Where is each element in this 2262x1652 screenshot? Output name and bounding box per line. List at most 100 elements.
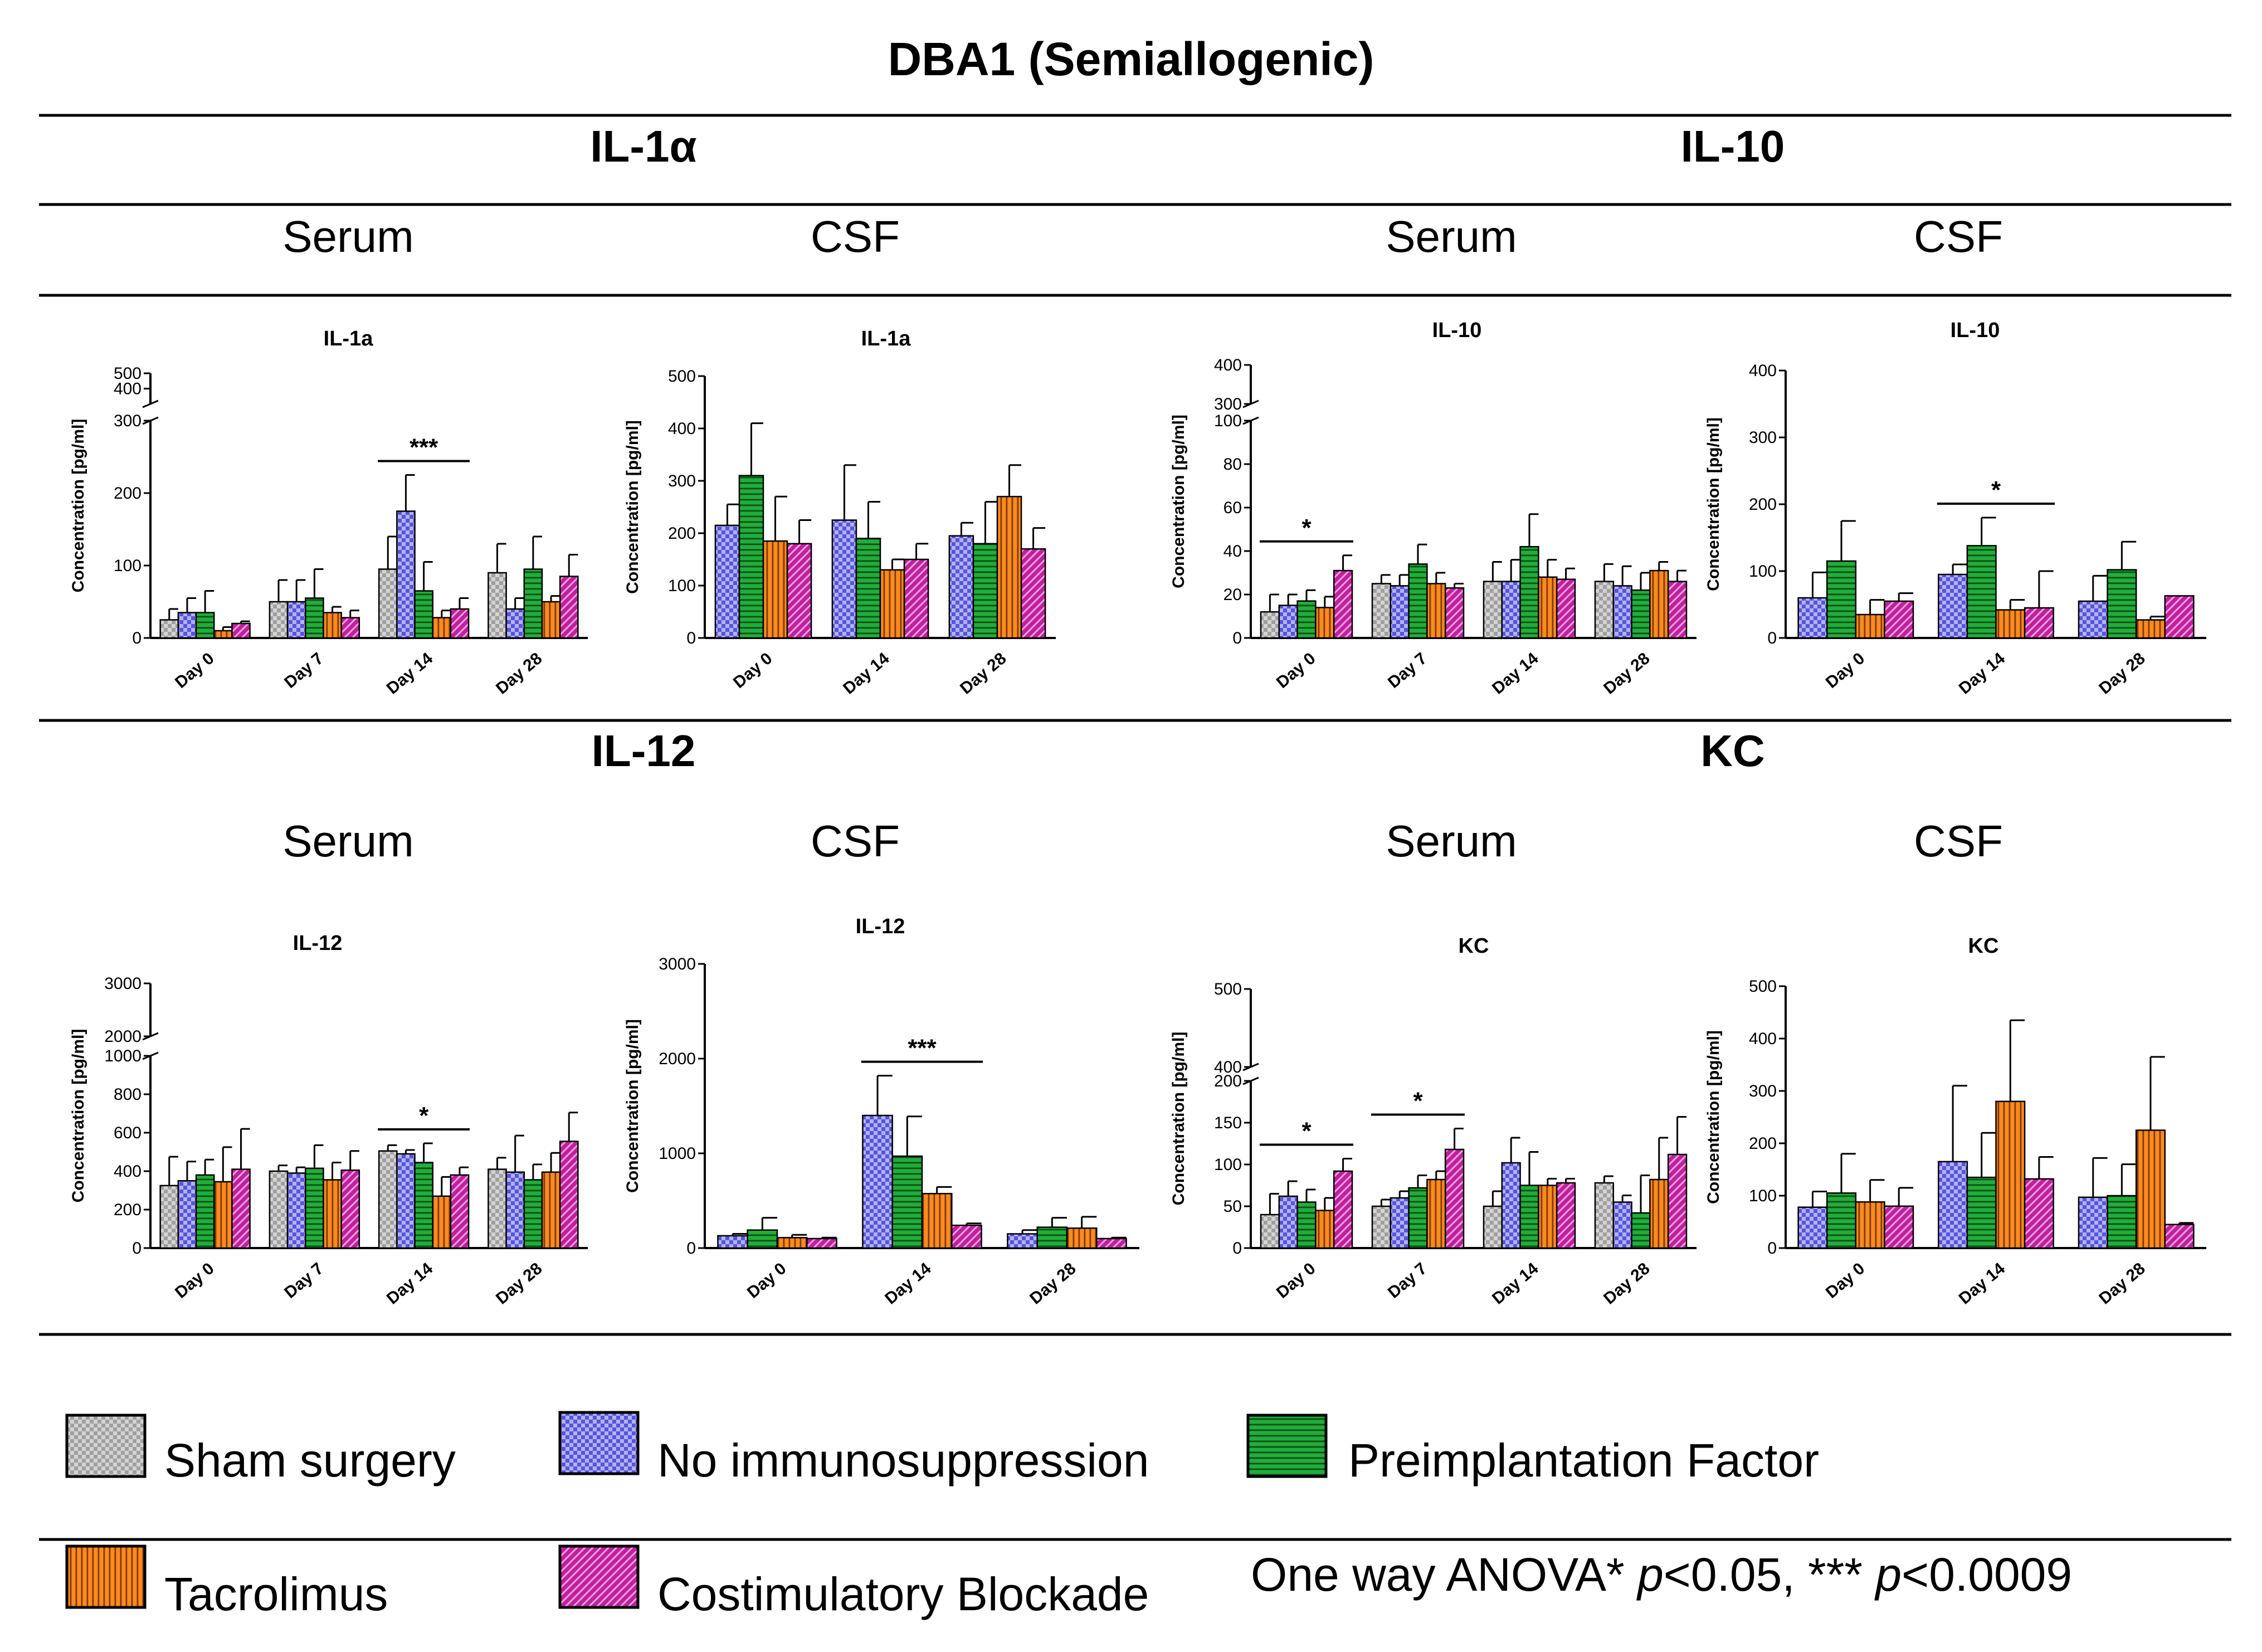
- bar-costim: [2024, 1178, 2054, 1249]
- significance-marker: *: [419, 1102, 429, 1129]
- bar-sham: [1260, 1214, 1280, 1249]
- significance-marker: *: [1991, 476, 2001, 504]
- y-tick-label: 400: [1749, 1030, 1777, 1048]
- bar-pif: [1826, 1192, 1857, 1249]
- y-tick-label: 0: [132, 1239, 142, 1258]
- bar-costim: [951, 1224, 982, 1249]
- legend: Sham surgery No immunosuppression Preimp…: [65, 1411, 2072, 1620]
- bar-sham: [378, 568, 398, 639]
- bar-no_immuno: [1278, 1195, 1298, 1249]
- y-tick-label: 200: [668, 524, 696, 543]
- y-tick-label: 200: [1214, 1072, 1242, 1090]
- y-axis-label: Concentration [pg/ml]: [623, 1019, 642, 1193]
- y-tick-label: 0: [1767, 1239, 1777, 1258]
- x-tick-label: Day 28: [1600, 1259, 1653, 1308]
- bar-no_immuno: [505, 1171, 525, 1249]
- y-tick-label: 0: [1232, 629, 1242, 647]
- x-tick-label: Day 7: [281, 1259, 327, 1302]
- x-tick-label: Day 14: [1956, 649, 2009, 698]
- y-tick-label: 20: [1223, 586, 1242, 604]
- bar-costim: [231, 622, 251, 639]
- y-tick-label: 300: [668, 472, 696, 490]
- bar-sham: [269, 1170, 289, 1249]
- bar-pif: [1519, 1185, 1539, 1249]
- y-tick-label: 50: [1223, 1197, 1242, 1216]
- bar-sham: [1594, 1182, 1615, 1249]
- bar-pif: [855, 538, 881, 639]
- bar-tacrolimus: [1315, 1210, 1335, 1249]
- bar-tacrolimus: [541, 1171, 561, 1249]
- bar-costim: [2164, 595, 2195, 639]
- y-axis-label: Concentration [pg/ml]: [1169, 1032, 1188, 1206]
- bar-tacrolimus: [1426, 583, 1446, 639]
- y-tick-label: 400: [1214, 1058, 1242, 1076]
- bar-sham: [1260, 611, 1280, 639]
- x-tick-label: Day 0: [744, 1259, 790, 1302]
- bar-costim: [903, 558, 929, 639]
- significance-marker: *: [1301, 1118, 1312, 1145]
- chart-title: IL-12: [293, 932, 343, 955]
- bar-tacrolimus: [432, 617, 452, 639]
- y-tick-label: 0: [1767, 629, 1777, 647]
- bar-costim: [450, 1174, 470, 1249]
- chart-title: KC: [1459, 934, 1489, 958]
- bar-sham: [159, 619, 179, 639]
- x-tick-label: Day 0: [1273, 649, 1319, 692]
- column-label-serum: Serum: [282, 816, 414, 866]
- x-tick-label: Day 14: [1489, 1259, 1542, 1308]
- bar-pif: [1519, 545, 1539, 639]
- bar-no_immuno: [2078, 1196, 2108, 1249]
- x-tick-label: Day 0: [1822, 1259, 1869, 1302]
- legend-label-preimplantation-factor: Preimplantation Factor: [1348, 1434, 1819, 1487]
- x-tick-label: Day 7: [281, 649, 327, 692]
- y-tick-label: 0: [686, 629, 696, 647]
- stat-mid: <0.05, ***: [1664, 1548, 1876, 1601]
- y-tick-label: 300: [114, 412, 142, 430]
- bar-tacrolimus: [213, 1181, 233, 1249]
- legend-swatch-sham: [65, 1414, 147, 1478]
- bar-pif: [1296, 600, 1317, 639]
- x-tick-label: Day 14: [1489, 649, 1542, 698]
- legend-swatch-preimplantation-factor: [1246, 1414, 1328, 1478]
- y-tick-label: 100: [1749, 562, 1777, 581]
- bar-tacrolimus: [776, 1237, 808, 1249]
- bar-no_immuno: [862, 1114, 893, 1249]
- legend-item-preimplantation-factor: Preimplantation Factor: [1246, 1414, 1819, 1487]
- bar-pif: [195, 1174, 215, 1249]
- x-tick-label: Day 14: [383, 649, 437, 698]
- bar-pif: [1966, 545, 1997, 639]
- bar-costim: [1667, 581, 1688, 639]
- bar-sham: [378, 1150, 398, 1249]
- y-tick-label: 300: [1749, 428, 1777, 447]
- y-tick-label: 100: [114, 557, 142, 575]
- x-tick-label: Day 14: [1956, 1259, 2009, 1308]
- y-tick-label: 3000: [659, 955, 696, 973]
- y-tick-label: 60: [1223, 499, 1242, 517]
- y-tick-label: 500: [668, 367, 696, 386]
- bar-pif: [305, 1167, 324, 1249]
- bar-pif: [1966, 1176, 1997, 1249]
- bar-tacrolimus: [1538, 576, 1558, 639]
- bar-no_immuno: [1797, 597, 1828, 639]
- bar-pif: [1631, 1212, 1651, 1249]
- bar-pif: [891, 1155, 923, 1249]
- y-tick-label: 400: [668, 420, 696, 438]
- bar-pif: [1036, 1226, 1068, 1249]
- significance-marker: ***: [410, 434, 438, 461]
- bar-no_immuno: [1501, 581, 1521, 639]
- bar-costim: [1096, 1237, 1127, 1249]
- y-tick-label: 40: [1223, 542, 1242, 561]
- legend-swatch-costimulatory-blockade: [558, 1544, 640, 1609]
- bar-costim: [559, 576, 579, 639]
- x-tick-label: Day 28: [493, 1259, 545, 1308]
- bar-sham: [1483, 581, 1503, 639]
- bar-costim: [559, 1141, 579, 1249]
- bar-no_immuno: [286, 1172, 306, 1249]
- bar-pif: [1826, 560, 1857, 639]
- y-tick-label: 300: [1749, 1082, 1777, 1100]
- bar-costim: [1884, 600, 1914, 639]
- y-tick-label: 300: [1214, 395, 1242, 413]
- y-tick-label: 100: [1214, 1156, 1242, 1174]
- bar-costim: [231, 1168, 251, 1249]
